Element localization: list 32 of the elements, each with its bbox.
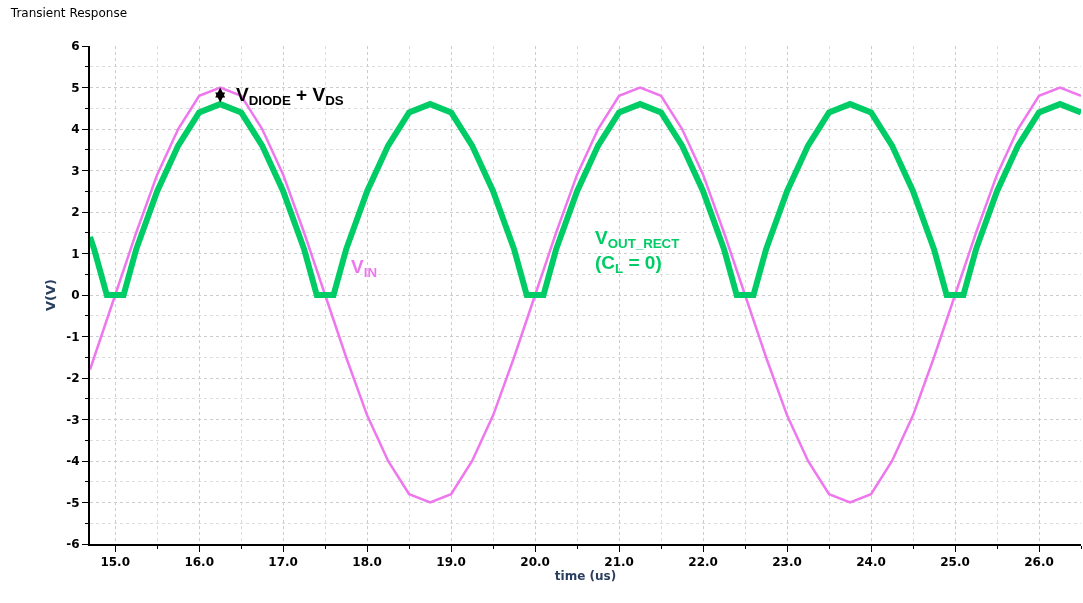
chart-title: Transient Response xyxy=(9,6,128,21)
x-tick-label: 17.0 xyxy=(268,555,298,570)
y-tick-label: -3 xyxy=(66,412,80,427)
y-tick-label: 0 xyxy=(71,288,80,303)
x-tick-label: 26.0 xyxy=(1024,555,1054,570)
x-tick-label: 20.0 xyxy=(520,555,550,570)
y-tick-label: -6 xyxy=(66,537,80,552)
y-tick-label: 6 xyxy=(71,39,80,54)
y-tick-label: 2 xyxy=(71,205,80,220)
y-tick-label: -2 xyxy=(66,371,80,386)
annotation: V$_{IN}$ xyxy=(351,256,377,280)
x-axis-title: time (us) xyxy=(554,569,617,584)
x-tick-label: 21.0 xyxy=(604,555,634,570)
y-tick-label: -5 xyxy=(66,495,80,510)
x-tick-label: 15.0 xyxy=(100,555,130,570)
x-tick-label: 18.0 xyxy=(352,555,382,570)
annotation: V$_{OUT_RECT}$ (C$_{L}$ = 0) xyxy=(595,227,680,276)
y-tick-label: 3 xyxy=(71,163,80,178)
y-tick-label: -1 xyxy=(66,329,80,344)
annotation: V$_{DIODE}$ + V$_{DS}$ xyxy=(236,84,344,108)
x-tick-label: 24.0 xyxy=(856,555,886,570)
x-tick-label: 16.0 xyxy=(184,555,214,570)
y-tick-label: 5 xyxy=(71,80,80,95)
y-tick-label: 4 xyxy=(71,122,80,137)
line-series xyxy=(90,86,1081,504)
y-tick-label: -4 xyxy=(66,454,80,469)
x-tick-label: 23.0 xyxy=(772,555,802,570)
y-axis-title: V(V) xyxy=(42,278,58,312)
x-tick-label: 22.0 xyxy=(688,555,718,570)
x-tick-label: 19.0 xyxy=(436,555,466,570)
x-tick-label: 25.0 xyxy=(940,555,970,570)
y-tick-label: 1 xyxy=(71,246,80,261)
